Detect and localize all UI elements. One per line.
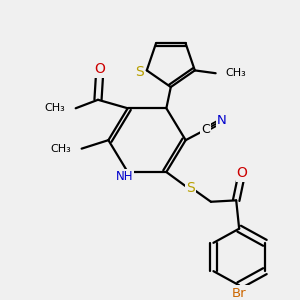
Text: Br: Br [232, 287, 247, 300]
Text: S: S [135, 65, 144, 79]
Text: S: S [186, 181, 194, 195]
Text: CH₃: CH₃ [44, 103, 65, 113]
Text: N: N [217, 114, 227, 128]
Text: C: C [201, 123, 210, 136]
Text: CH₃: CH₃ [225, 68, 246, 78]
Text: NH: NH [116, 170, 134, 183]
Text: O: O [94, 62, 105, 76]
Text: O: O [237, 167, 248, 181]
Text: CH₃: CH₃ [50, 144, 71, 154]
